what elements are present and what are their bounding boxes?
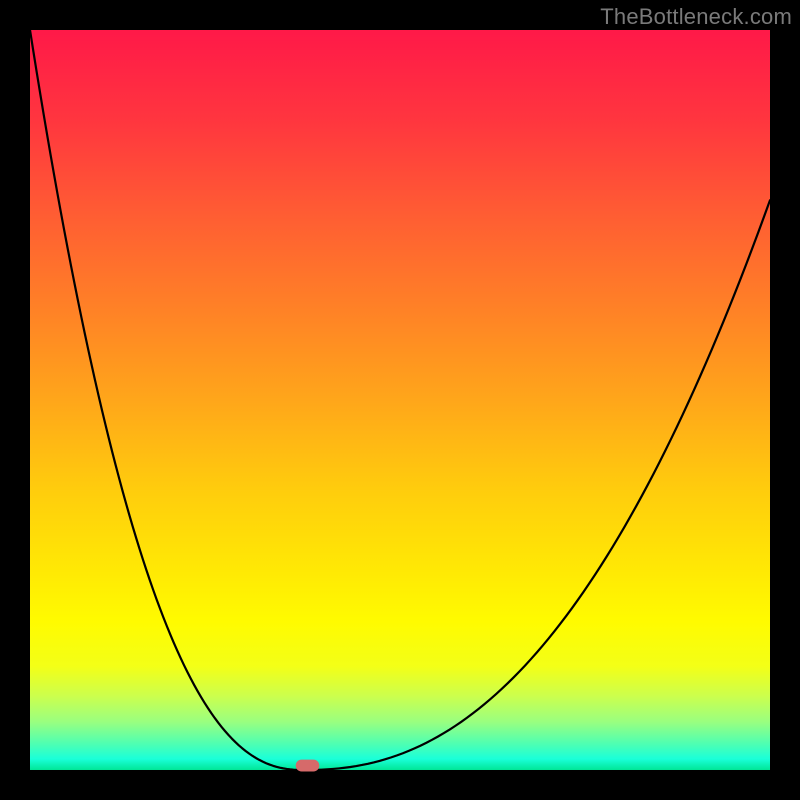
chart-frame: TheBottleneck.com xyxy=(0,0,800,800)
bottleneck-chart xyxy=(0,0,800,800)
minimum-marker xyxy=(296,760,320,772)
gradient-background xyxy=(30,30,770,770)
watermark-text: TheBottleneck.com xyxy=(600,4,792,30)
